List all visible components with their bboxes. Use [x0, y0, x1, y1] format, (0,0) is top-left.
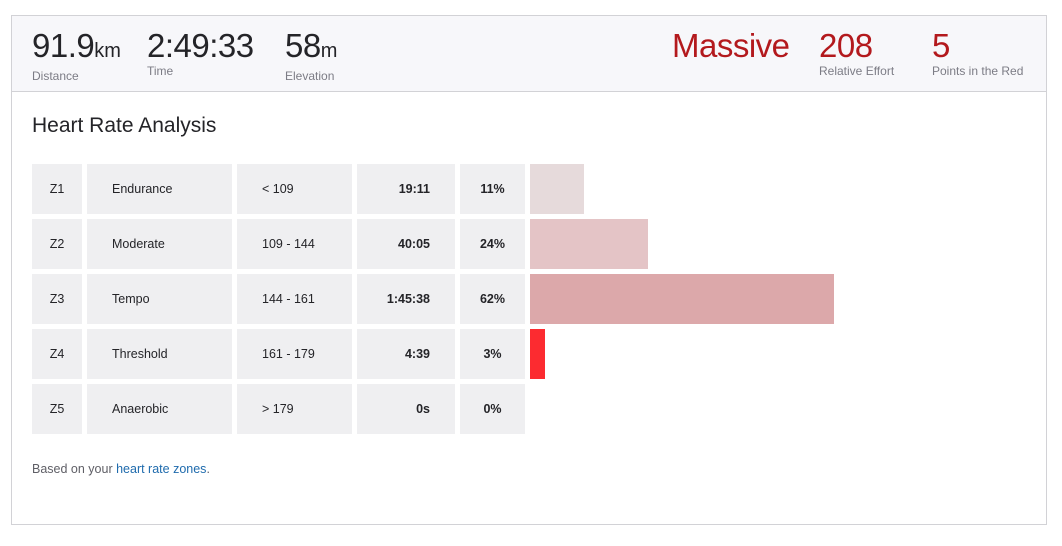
distance-unit: km: [94, 40, 121, 62]
zone-bar: [530, 164, 584, 214]
zone-time: 4:39: [357, 329, 455, 379]
zone-time: 0s: [357, 384, 455, 434]
distance-value: 91.9: [32, 27, 95, 64]
footnote-text: Based on your: [32, 462, 117, 476]
relative-effort-stat: 208 Relative Effort: [819, 27, 895, 79]
relative-effort-label: Relative Effort: [819, 64, 895, 78]
distance-stat: 91.9km Distance: [32, 28, 121, 84]
footnote-suffix: .: [206, 462, 210, 476]
distance-value-row: 91.9km: [32, 28, 121, 69]
elevation-unit: m: [320, 40, 338, 62]
zone-name: Endurance: [87, 164, 232, 214]
zone-time: 19:11: [357, 164, 455, 214]
zone-name: Tempo: [87, 274, 232, 324]
heart-rate-zones-link[interactable]: heart rate zones: [116, 462, 207, 476]
time-stat: 2:49:33 Time: [147, 27, 254, 79]
zone-time: 1:45:38: [357, 274, 455, 324]
zone-percent: 3%: [460, 329, 525, 379]
zone-range: 109 - 144: [237, 219, 352, 269]
footnote: Based on your heart rate zones.: [32, 462, 210, 476]
effort-word: Massive: [672, 27, 790, 64]
relative-effort-value: 208: [819, 27, 873, 64]
distance-label: Distance: [32, 69, 79, 83]
zone-percent: 62%: [460, 274, 525, 324]
stats-header: 91.9km Distance 2:49:33 Time 58m Elevati…: [12, 16, 1046, 92]
zone-bar: [530, 219, 648, 269]
zone-range: > 179: [237, 384, 352, 434]
zone-id: Z3: [32, 274, 82, 324]
zone-bar: [530, 274, 834, 324]
zone-percent: 24%: [460, 219, 525, 269]
section-title: Heart Rate Analysis: [32, 114, 217, 137]
time-label: Time: [147, 64, 174, 78]
zone-name: Moderate: [87, 219, 232, 269]
points-in-red-value: 5: [932, 27, 950, 64]
zone-range: 144 - 161: [237, 274, 352, 324]
effort-word-stat: Massive: [672, 28, 790, 64]
zone-range: 161 - 179: [237, 329, 352, 379]
zone-id: Z2: [32, 219, 82, 269]
zone-id: Z5: [32, 384, 82, 434]
time-value: 2:49:33: [147, 27, 254, 64]
zone-id: Z1: [32, 164, 82, 214]
zone-name: Anaerobic: [87, 384, 232, 434]
elevation-label: Elevation: [285, 69, 335, 83]
zone-name: Threshold: [87, 329, 232, 379]
zone-range: < 109: [237, 164, 352, 214]
elevation-value: 58: [285, 27, 321, 64]
points-in-red-label: Points in the Red: [932, 64, 1024, 78]
activity-panel: 91.9km Distance 2:49:33 Time 58m Elevati…: [11, 15, 1047, 525]
zone-bar: [530, 329, 545, 379]
zone-percent: 0%: [460, 384, 525, 434]
elevation-stat: 58m Elevation: [285, 28, 337, 84]
zone-id: Z4: [32, 329, 82, 379]
points-in-red-stat: 5 Points in the Red: [932, 27, 1024, 79]
elevation-value-row: 58m: [285, 28, 337, 69]
zone-percent: 11%: [460, 164, 525, 214]
zone-time: 40:05: [357, 219, 455, 269]
